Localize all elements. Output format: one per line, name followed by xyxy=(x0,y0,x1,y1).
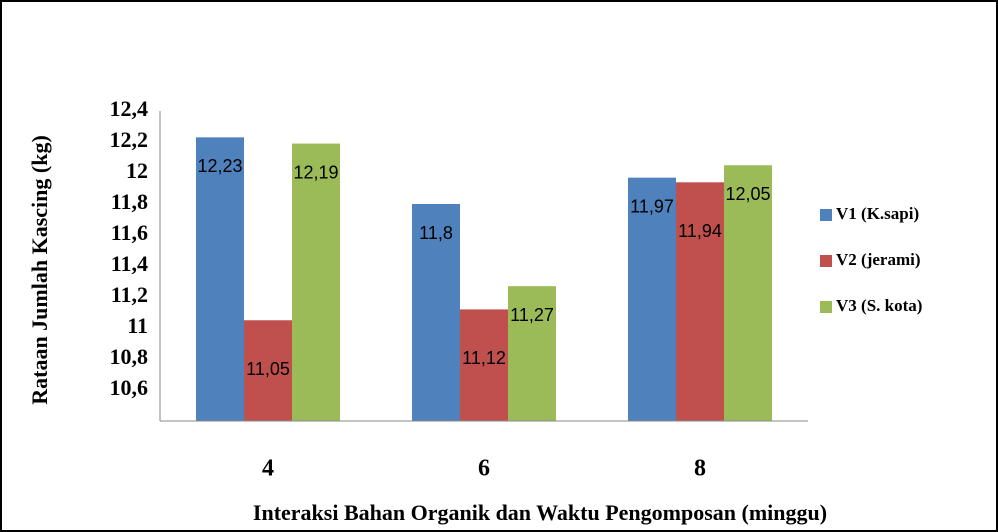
bar xyxy=(292,143,340,422)
legend-swatch xyxy=(820,301,832,313)
value-label: 11,12 xyxy=(462,348,506,368)
y-tick-label: 11,4 xyxy=(111,251,148,276)
bar xyxy=(508,286,556,421)
y-tick-label: 12,4 xyxy=(110,96,149,121)
value-label: 11,27 xyxy=(510,305,554,325)
y-tick-label: 10,4 xyxy=(110,406,149,431)
y-axis-title: Rataan Jumlah Kascing (kg) xyxy=(27,135,52,405)
x-tick-label: 8 xyxy=(694,456,706,482)
bar xyxy=(676,182,724,421)
legend-label: V2 (jerami) xyxy=(836,250,921,269)
y-tick-label: 11,8 xyxy=(111,189,148,214)
y-tick-label: 11,6 xyxy=(111,220,148,245)
x-tick-label: 6 xyxy=(478,456,490,482)
legend-label: V3 (S. kota) xyxy=(836,296,922,315)
y-tick-label: 10,6 xyxy=(110,375,149,400)
x-tick-label: 4 xyxy=(262,456,274,482)
legend-swatch xyxy=(820,209,832,221)
value-label: 12,05 xyxy=(725,184,770,204)
bar xyxy=(412,204,460,421)
bar xyxy=(628,177,676,421)
value-label: 12,23 xyxy=(197,156,242,176)
value-label: 11,05 xyxy=(246,359,290,379)
value-label: 11,94 xyxy=(678,221,722,241)
legend-label: V1 (K.sapi) xyxy=(836,204,919,223)
y-tick-label: 11,2 xyxy=(111,282,148,307)
value-label: 11,8 xyxy=(419,223,453,243)
bar xyxy=(196,137,244,421)
y-tick-labels: 10,4 10,6 10,8 11 11,2 11,4 11,6 11,8 12 12,2 12,4 xyxy=(110,96,149,431)
bar xyxy=(244,320,292,421)
value-label: 11,97 xyxy=(630,196,674,216)
value-label: 12,19 xyxy=(293,162,338,182)
legend-swatch xyxy=(820,255,832,267)
y-tick-label: 10,8 xyxy=(110,344,149,369)
bar xyxy=(724,165,772,421)
bar xyxy=(460,309,508,421)
y-tick-label: 11 xyxy=(127,313,148,338)
x-axis-title: Interaksi Bahan Organik dan Waktu Pengom… xyxy=(253,500,827,525)
y-tick-label: 12,2 xyxy=(110,127,149,152)
y-tick-label: 12 xyxy=(126,158,148,183)
